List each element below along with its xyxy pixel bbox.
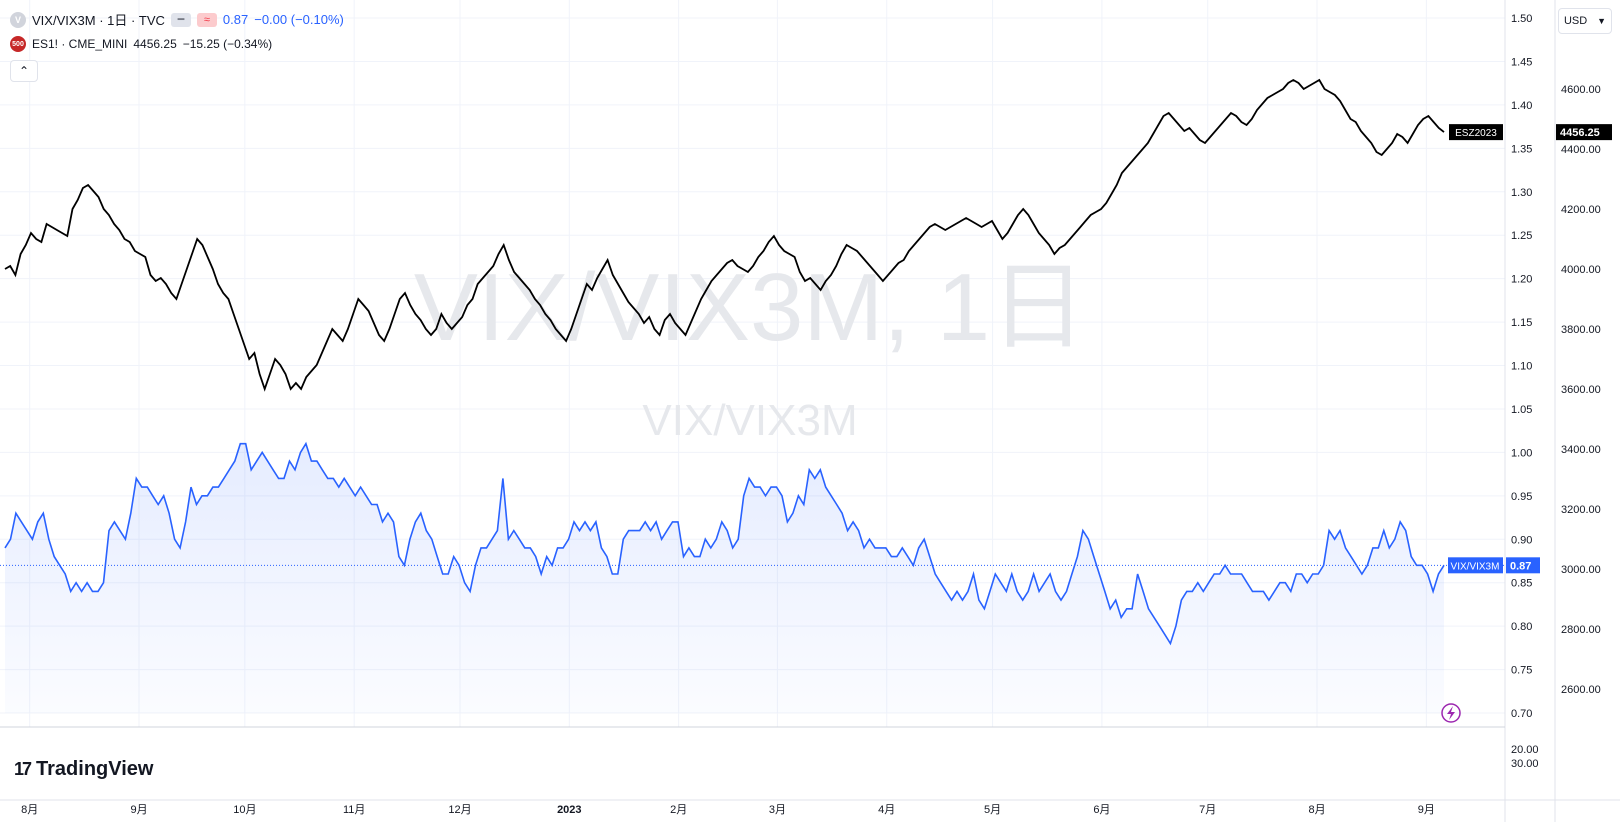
right-axis-tick-label: 4200.00: [1561, 204, 1601, 216]
right-axis-tick-label: 4000.00: [1561, 264, 1601, 276]
x-axis-tick-label: 6月: [1093, 804, 1110, 816]
left-axis-tick-label: 1.10: [1511, 361, 1532, 373]
right-axis-tick-label: 4400.00: [1561, 144, 1601, 156]
left-axis-tick-label: 1.00: [1511, 447, 1532, 459]
left-axis-tick-label: 1.35: [1511, 143, 1532, 155]
left-axis-tick-label: 1.05: [1511, 404, 1532, 416]
compare-symbol-legend[interactable]: 500 ES1! · CME_MINI 4456.25 −15.25 (−0.3…: [10, 36, 272, 52]
left-axis-tick-label: 1.50: [1511, 13, 1532, 25]
x-axis-tick-label: 5月: [984, 804, 1001, 816]
currency-button[interactable]: USD ▼: [1558, 8, 1612, 34]
main-symbol-label[interactable]: VIX/VIX3M · 1日 · TVC: [32, 13, 165, 28]
chevron-down-icon: ▼: [1597, 16, 1607, 26]
x-axis-tick-label: 11月: [343, 804, 365, 816]
right-axis-tick-label: 2600.00: [1561, 684, 1601, 696]
vix-area-fill: [5, 443, 1444, 713]
chevron-up-icon: ⌃: [18, 64, 30, 78]
tradingview-logo[interactable]: 17 TradingView: [14, 758, 153, 781]
left-axis-tick-label: 1.20: [1511, 274, 1532, 286]
left-axis-tick-label: 1.45: [1511, 56, 1532, 68]
left-axis-tick-label: 0.90: [1511, 534, 1532, 546]
x-axis-tick-label: 2023: [557, 804, 581, 816]
right-axis-tick-label: 3600.00: [1561, 384, 1601, 396]
tradingview-logo-text: TradingView: [36, 758, 154, 780]
x-axis-tick-label: 4月: [878, 804, 895, 816]
right-axis-tick-label: 3000.00: [1561, 564, 1601, 576]
legend-collapse-button[interactable]: ⌃: [10, 60, 38, 82]
vix-name-tag: [1448, 557, 1503, 574]
lightning-icon[interactable]: [1441, 703, 1461, 723]
left-axis-tick-label: 0.80: [1511, 621, 1532, 633]
watermark: VIX/VIX3M, 1日 VIX/VIX3M: [414, 254, 1086, 445]
x-axis-tick-label: 9月: [130, 804, 147, 816]
x-axis-tick-label: 7月: [1199, 804, 1216, 816]
lower-pane-tick-label: 30.00: [1511, 758, 1539, 770]
x-axis-tick-label: 8月: [1308, 804, 1325, 816]
es-value-tag: [1556, 124, 1612, 141]
vix-value-tag-text: 0.87: [1510, 560, 1531, 572]
left-axis-tick-label: 1.25: [1511, 230, 1532, 242]
main-symbol-legend[interactable]: V VIX/VIX3M · 1日 · TVC ━ ≈ 0.87 −0.00 (−…: [10, 10, 344, 29]
wave-icon[interactable]: ≈: [196, 12, 217, 27]
compare-logo-icon: 500: [10, 36, 26, 52]
series-layer: [0, 78, 1505, 713]
vix-name-tag-text: VIX/VIX3M: [1451, 561, 1500, 572]
right-axis-tick-label: 2800.00: [1561, 624, 1601, 636]
es-value-tag-text: 4456.25: [1560, 127, 1600, 139]
left-axis-tick-label: 0.95: [1511, 491, 1532, 503]
main-symbol-value: 0.87: [222, 12, 249, 27]
x-axis-tick-label: 10月: [233, 804, 256, 816]
left-axis-tick-label: 0.85: [1511, 578, 1532, 590]
watermark-subtitle: VIX/VIX3M: [642, 396, 857, 445]
es-name-tag-text: ESZ2023: [1455, 128, 1497, 139]
currency-label: USD: [1563, 15, 1588, 27]
vix-value-tag: [1506, 557, 1540, 574]
right-axis-tick-label: 4600.00: [1561, 84, 1601, 96]
x-axis-tick-label: 8月: [21, 804, 38, 816]
x-axis-tick-label: 9月: [1418, 804, 1435, 816]
x-axis-tick-label: 3月: [769, 804, 786, 816]
right-axis-tick-label: 3400.00: [1561, 444, 1601, 456]
left-axis-tick-label: 1.30: [1511, 187, 1532, 199]
left-axis-tick-label: 1.15: [1511, 317, 1532, 329]
main-symbol-change: −0.00 (−0.10%): [254, 12, 344, 27]
left-axis-tick-label: 0.70: [1511, 708, 1532, 720]
x-axis-tick-label: 2月: [670, 804, 687, 816]
compare-symbol-value: 4456.25: [133, 37, 177, 51]
vix-series-line: [4, 441, 1445, 646]
x-axis-tick-label: 12月: [448, 804, 471, 816]
symbol-logo-icon: V: [10, 11, 26, 28]
right-axis-tick-label: 3800.00: [1561, 324, 1601, 336]
compare-symbol-label[interactable]: ES1! · CME_MINI: [32, 37, 128, 51]
es-series-line: [4, 78, 1445, 392]
es-name-tag: [1449, 124, 1503, 141]
compare-symbol-change: −15.25 (−0.34%): [182, 37, 273, 51]
minus-icon[interactable]: ━: [170, 12, 191, 27]
left-axis-tick-label: 1.40: [1511, 100, 1532, 112]
right-axis-tick-label: 3200.00: [1561, 504, 1601, 516]
watermark-title: VIX/VIX3M, 1日: [414, 254, 1086, 361]
lower-pane-tick-label: 20.00: [1511, 744, 1539, 756]
left-axis-tick-label: 0.75: [1511, 665, 1532, 677]
tradingview-mark-icon: 17: [14, 759, 32, 779]
